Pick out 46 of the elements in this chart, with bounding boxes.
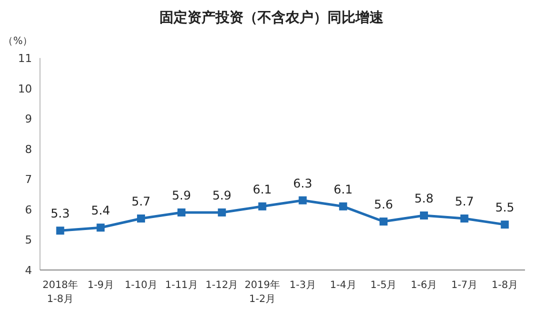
x-tick-label: 1-9月 [87, 280, 114, 291]
point [380, 218, 388, 226]
data-label: 6.1 [334, 182, 353, 196]
x-tick-label: 1-8月 [492, 280, 518, 291]
point [96, 224, 105, 232]
y-axis-title: （%） [3, 36, 33, 47]
point [56, 226, 64, 235]
chart-title: 固定资产投资（不含农户）同比增速 [160, 9, 384, 26]
y-tick-label: 6 [25, 203, 32, 216]
y-tick-label: 11 [18, 52, 32, 65]
x-tick-label: 1-4月 [330, 280, 356, 291]
x-tick-label: 1-7月 [451, 280, 478, 291]
data-label: 5.4 [91, 204, 110, 218]
x-tick-label: 1-5月 [370, 280, 397, 291]
y-tick-label: 8 [25, 142, 32, 156]
point [460, 214, 468, 223]
x-tick-label: 1-6月 [410, 280, 438, 291]
y-tick-label: 5 [25, 234, 32, 247]
point [218, 208, 226, 216]
y-tick-label: 10 [18, 82, 32, 96]
point [137, 214, 146, 223]
x-tick-label: 1-10月 [124, 280, 158, 291]
x-tick-label: 2019年 1-2月 [244, 279, 280, 305]
y-tick-label: 7 [25, 173, 32, 186]
data-label: 6.1 [252, 182, 272, 196]
y-tick-label: 9 [25, 112, 32, 126]
data-label: 6.3 [293, 176, 312, 190]
y-tick-label: 4 [25, 264, 32, 277]
point [258, 202, 266, 210]
data-label: 5.3 [50, 206, 70, 221]
data-label: 5.8 [414, 191, 434, 206]
data-label: 5.9 [212, 188, 232, 202]
point [420, 211, 428, 220]
point [177, 208, 186, 216]
data-label: 5.5 [495, 200, 514, 215]
data-label: 5.9 [172, 188, 192, 202]
point [500, 220, 509, 229]
x-tick-label: 1-12月 [206, 280, 238, 291]
data-label: 5.7 [454, 194, 474, 209]
point [339, 202, 348, 210]
data-label: 5.7 [131, 194, 151, 209]
x-tick-label: 2018年 1-8月 [42, 279, 78, 305]
point [298, 196, 307, 204]
x-tick-label: 1-11月 [165, 280, 198, 291]
x-tick-label: 1-3月 [290, 280, 316, 291]
data-label: 5.6 [374, 198, 394, 212]
